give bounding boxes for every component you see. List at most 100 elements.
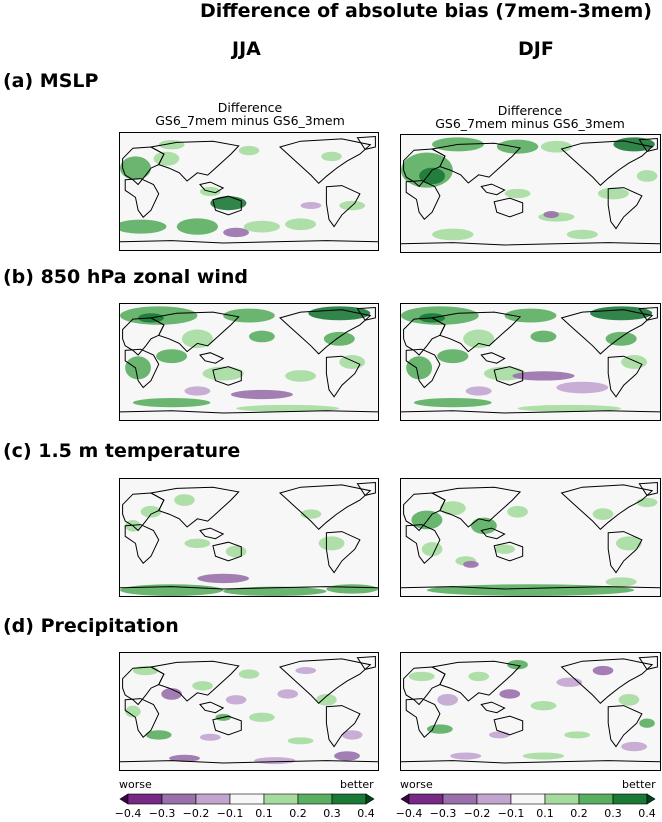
anomaly-patch — [169, 754, 200, 762]
map-svg — [120, 304, 378, 420]
colorbar-extend-high — [646, 793, 656, 805]
anomaly-patch — [223, 586, 327, 596]
map-svg — [120, 653, 378, 770]
coastline-europeAfrica — [403, 317, 446, 356]
anomaly-patch — [618, 693, 640, 706]
coastline-samerica — [325, 531, 361, 574]
coastline-antarctica — [401, 242, 660, 246]
colorbar-tick-label: 0.2 — [570, 807, 588, 820]
map-panel-precip-djf — [400, 652, 661, 771]
column-header-djf: DJF — [518, 38, 554, 60]
coastline-asia — [430, 311, 522, 353]
anomaly-patch — [564, 731, 591, 739]
anomaly-patch — [236, 404, 340, 412]
map-svg — [401, 653, 660, 770]
anomaly-patch — [120, 156, 151, 180]
colorbar-extend-low — [119, 793, 129, 805]
colorbar-segment — [578, 793, 614, 805]
coastline-asia — [149, 140, 240, 182]
colorbar-djf: −0.4 −0.3 −0.2 −0.1 0.1 0.2 0.3 0.4 — [396, 793, 656, 820]
anomaly-patch — [254, 757, 296, 765]
anomaly-patch — [249, 712, 275, 723]
anomaly-patch — [530, 700, 557, 711]
colorbar-tick-label: −0.4 — [115, 807, 142, 820]
colorbar-segment — [161, 793, 197, 805]
anomaly-patch — [489, 731, 510, 739]
anomaly-patch — [321, 151, 342, 162]
anomaly-patch — [202, 366, 244, 381]
anomaly-patch — [318, 536, 345, 551]
coastline-asia — [149, 486, 240, 528]
anomaly-patch — [140, 505, 162, 518]
map-svg — [120, 133, 378, 250]
anomaly-patch — [639, 718, 655, 728]
map-background — [401, 479, 660, 596]
coastline-indonesia — [480, 701, 506, 714]
colorbar-segment — [195, 793, 231, 805]
coastline-africa — [124, 348, 160, 389]
anomaly-patch — [512, 371, 575, 381]
colorbar-segment — [612, 793, 648, 805]
colorbar-segment — [263, 793, 299, 805]
coastline-samerica — [607, 187, 643, 230]
colorbar-segment — [331, 793, 367, 805]
anomaly-patch — [184, 538, 211, 549]
coastline-greenland — [638, 655, 658, 670]
coastline-namerica — [278, 658, 372, 704]
coastline-antarctica — [401, 410, 660, 414]
anomaly-patch — [439, 501, 466, 516]
anomaly-patch — [300, 202, 322, 210]
anomaly-patch — [174, 494, 195, 506]
anomaly-patch — [590, 306, 653, 321]
colorbar-segment — [229, 793, 265, 805]
map-svg — [401, 304, 660, 420]
anomaly-patch — [636, 170, 658, 182]
colorbar-tick-label: −0.2 — [183, 807, 210, 820]
anomaly-patch — [197, 573, 249, 584]
subtitle-line1: Difference — [217, 100, 283, 115]
anomaly-patch — [496, 139, 539, 154]
map-background — [120, 479, 378, 596]
anomaly-patch — [432, 228, 474, 241]
coastline-indonesia — [480, 183, 506, 196]
colorbar-tick-label: −0.1 — [498, 807, 525, 820]
map-panel-u850-jja — [119, 303, 379, 421]
map-panel-mslp-djf — [400, 134, 661, 253]
coastline-australia — [493, 197, 524, 218]
anomaly-patch — [341, 730, 363, 740]
coastline-antarctica — [120, 586, 378, 590]
colorbar-tick-label: 0.3 — [323, 807, 341, 820]
colorbar-tick-label: −0.1 — [217, 807, 244, 820]
coastline-namerica — [560, 140, 654, 186]
anomaly-patch — [470, 517, 497, 534]
coastline-samerica — [325, 355, 361, 398]
anomaly-patch — [499, 689, 521, 699]
coastline-australia — [212, 715, 242, 736]
coastline-antarctica — [120, 240, 378, 244]
anomaly-patch — [145, 730, 172, 740]
colorbar-segment — [510, 793, 546, 805]
anomaly-patch — [504, 188, 531, 199]
anomaly-patch — [287, 737, 314, 745]
coastline-greenland — [356, 481, 376, 496]
anomaly-patch — [225, 545, 247, 558]
anomaly-patch — [238, 145, 260, 156]
coastline-samerica — [607, 355, 643, 398]
panel-subtitle-jja: Difference GS6_7mem minus GS6_3mem — [119, 101, 381, 127]
subtitle-line2: GS6_7mem minus GS6_3mem — [155, 113, 345, 128]
anomaly-patch — [556, 381, 609, 394]
colorbar-tick-label: 0.3 — [604, 807, 622, 820]
coastline-europeAfrica — [122, 666, 165, 706]
coastline-greenland — [356, 135, 376, 150]
column-header-jja: JJA — [232, 38, 261, 60]
figure-title: Difference of absolute bias (7mem-3mem) — [200, 0, 652, 22]
anomaly-patch — [334, 751, 360, 761]
colorbar-segment — [127, 793, 163, 805]
colorbar-jja: −0.4 −0.3 −0.2 −0.1 0.1 0.2 0.3 0.4 — [115, 793, 375, 820]
anomaly-patch — [465, 386, 492, 396]
colorbar-segment — [544, 793, 580, 805]
colorbar-better-label: better — [340, 778, 374, 791]
coastline-samerica — [325, 185, 361, 228]
coastline-greenland — [356, 655, 376, 670]
coastline-europeAfrica — [122, 146, 165, 186]
